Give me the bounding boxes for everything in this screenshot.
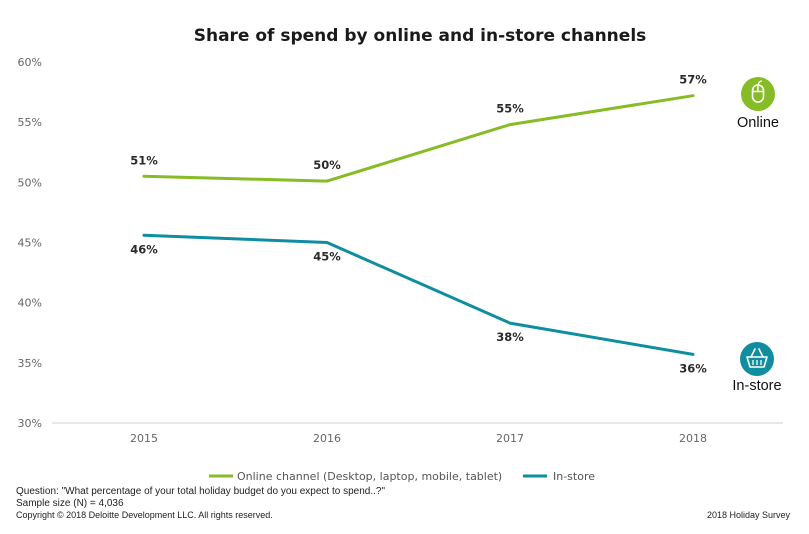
data-label: 38% xyxy=(496,330,524,344)
legend: Online channel (Desktop, laptop, mobile,… xyxy=(209,470,595,483)
data-label: 46% xyxy=(130,242,158,256)
y-tick-label: 35% xyxy=(18,357,42,370)
data-label: 55% xyxy=(496,102,524,116)
legend-label: Online channel (Desktop, laptop, mobile,… xyxy=(237,470,502,483)
x-tick-label: 2018 xyxy=(679,432,707,445)
footer-question: Question: "What percentage of your total… xyxy=(16,486,386,497)
y-tick-label: 60% xyxy=(18,56,42,69)
data-labels: 51% 50% 55% 57% 46% 45% 38% 36% xyxy=(130,73,707,376)
data-label: 51% xyxy=(130,153,158,167)
x-axis: 2015 2016 2017 2018 xyxy=(130,432,707,445)
x-tick-label: 2017 xyxy=(496,432,524,445)
series-end-markers: Online In-store xyxy=(732,77,782,394)
y-tick-label: 40% xyxy=(18,297,42,310)
footer-sample-size: Sample size (N) = 4,036 xyxy=(16,498,124,509)
footer-survey-name: 2018 Holiday Survey xyxy=(706,510,790,520)
chart-title: Share of spend by online and in-store ch… xyxy=(194,26,647,46)
data-label: 36% xyxy=(679,361,707,375)
x-tick-label: 2016 xyxy=(313,432,341,445)
legend-item: Online channel (Desktop, laptop, mobile,… xyxy=(209,470,502,483)
y-tick-label: 50% xyxy=(18,176,42,189)
series-end-label: In-store xyxy=(732,378,781,394)
shopping-basket-icon xyxy=(740,342,774,376)
x-tick-label: 2015 xyxy=(130,432,158,445)
y-tick-label: 30% xyxy=(18,417,42,430)
data-label: 45% xyxy=(313,250,341,264)
data-label: 57% xyxy=(679,73,707,87)
mouse-icon xyxy=(741,77,775,111)
legend-item: In-store xyxy=(523,470,595,483)
series-end-label: Online xyxy=(737,115,779,131)
y-tick-label: 45% xyxy=(18,237,42,250)
y-axis: 30% 35% 40% 45% 50% 55% 60% xyxy=(18,56,42,430)
footer-copyright: Copyright © 2018 Deloitte Development LL… xyxy=(16,510,273,520)
legend-label: In-store xyxy=(553,470,595,483)
data-label: 50% xyxy=(313,158,341,172)
series-line-in-store xyxy=(142,233,695,356)
series-layer xyxy=(142,94,695,356)
series-line-online xyxy=(142,94,695,183)
y-tick-label: 55% xyxy=(18,116,42,129)
